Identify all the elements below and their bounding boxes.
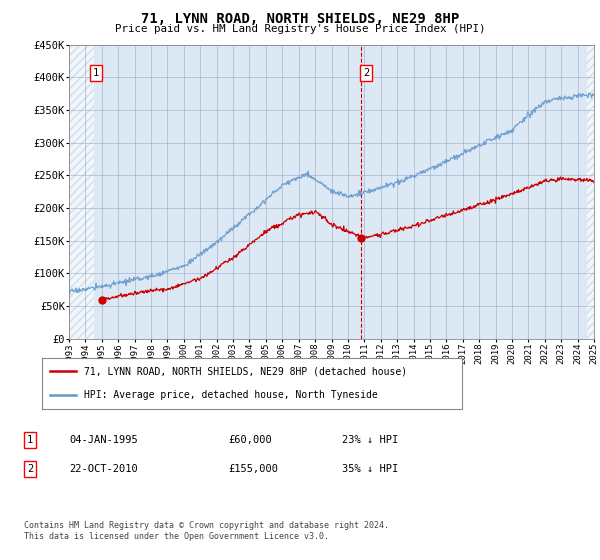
Text: 71, LYNN ROAD, NORTH SHIELDS, NE29 8HP: 71, LYNN ROAD, NORTH SHIELDS, NE29 8HP bbox=[141, 12, 459, 26]
Text: HPI: Average price, detached house, North Tyneside: HPI: Average price, detached house, Nort… bbox=[84, 390, 378, 400]
Text: 1: 1 bbox=[27, 435, 33, 445]
Bar bbox=[587, 45, 594, 339]
Text: This data is licensed under the Open Government Licence v3.0.: This data is licensed under the Open Gov… bbox=[24, 532, 329, 541]
Text: £155,000: £155,000 bbox=[228, 464, 278, 474]
Text: 2: 2 bbox=[363, 68, 369, 78]
Text: 04-JAN-1995: 04-JAN-1995 bbox=[69, 435, 138, 445]
Text: 35% ↓ HPI: 35% ↓ HPI bbox=[342, 464, 398, 474]
Text: 2: 2 bbox=[27, 464, 33, 474]
Text: 1: 1 bbox=[93, 68, 99, 78]
Bar bbox=[69, 45, 94, 339]
Text: 23% ↓ HPI: 23% ↓ HPI bbox=[342, 435, 398, 445]
Text: Contains HM Land Registry data © Crown copyright and database right 2024.: Contains HM Land Registry data © Crown c… bbox=[24, 521, 389, 530]
Text: Price paid vs. HM Land Registry's House Price Index (HPI): Price paid vs. HM Land Registry's House … bbox=[115, 24, 485, 34]
Text: £60,000: £60,000 bbox=[228, 435, 272, 445]
Text: 22-OCT-2010: 22-OCT-2010 bbox=[69, 464, 138, 474]
Text: 71, LYNN ROAD, NORTH SHIELDS, NE29 8HP (detached house): 71, LYNN ROAD, NORTH SHIELDS, NE29 8HP (… bbox=[84, 366, 407, 376]
